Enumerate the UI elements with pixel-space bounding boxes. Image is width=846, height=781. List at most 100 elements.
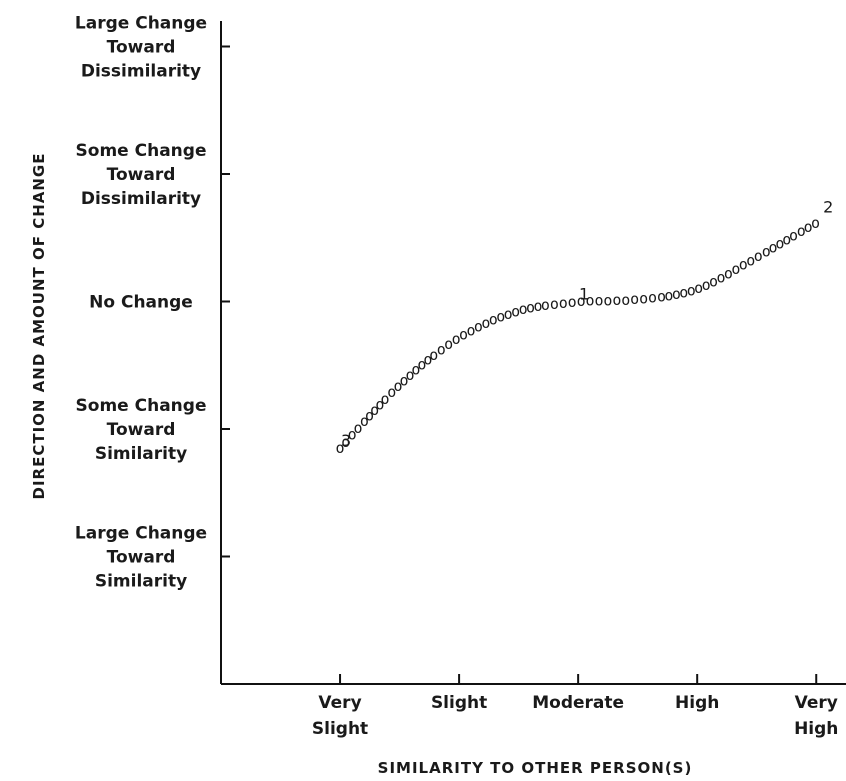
- curve-marker: o: [672, 285, 681, 303]
- curve-marker: o: [612, 291, 621, 309]
- x-tick-label-line: Slight: [312, 719, 368, 739]
- y-tick-label-3: Some Change Toward Similarity: [76, 396, 207, 464]
- curve-marker: o: [739, 256, 748, 274]
- curve-marker: o: [459, 325, 468, 343]
- y-tick-label-line: No Change: [89, 293, 193, 313]
- curve-marker: o: [387, 383, 396, 401]
- curve-marker: o: [657, 287, 666, 305]
- curve-marker: o: [603, 291, 612, 309]
- curve-marker: o: [411, 361, 420, 379]
- y-tick-label-line: Toward: [107, 165, 176, 185]
- curve-marker: o: [586, 292, 595, 310]
- curve-marker: o: [452, 330, 461, 348]
- curve-marker: o: [768, 239, 777, 257]
- curve-point-label: 1: [579, 285, 589, 304]
- curve-marker: o: [526, 298, 535, 316]
- curve-marker: o: [437, 340, 446, 358]
- y-tick-label-line: Toward: [107, 38, 176, 58]
- curve-marker: o: [731, 260, 740, 278]
- curve-marker: o: [375, 395, 384, 413]
- curve-marker: o: [417, 356, 426, 374]
- curve-marker: o: [811, 214, 820, 232]
- y-tick-label-line: Some Change: [76, 396, 207, 416]
- curve-point-label: 3: [341, 431, 351, 450]
- curve-marker: o: [664, 286, 673, 304]
- curve-marker: o: [405, 366, 414, 384]
- curve-marker: o: [541, 296, 550, 314]
- curve-marker: o: [365, 406, 374, 424]
- curve-marker: o: [400, 371, 409, 389]
- curve-marker: o: [504, 305, 513, 323]
- curve-marker: o: [568, 293, 577, 311]
- curve-marker: o: [496, 308, 505, 326]
- x-tick-label-line: Very: [795, 693, 838, 713]
- curve-marker: o: [519, 300, 528, 318]
- curve-marker: o: [370, 401, 379, 419]
- curve-marker: o: [716, 269, 725, 287]
- curve-marker: o: [775, 235, 784, 253]
- curve-point-label: 2: [823, 197, 833, 216]
- curve-marker: o: [782, 231, 791, 249]
- y-tick-label-0: Large Change Toward Dissimilarity: [75, 14, 207, 82]
- curve-marker: o: [336, 439, 345, 457]
- y-tick-label-2: No Change: [89, 293, 193, 313]
- y-tick-label-line: Large Change: [75, 14, 207, 34]
- curve-marker: o: [423, 351, 432, 369]
- y-tick-label-1: Some Change Toward Dissimilarity: [76, 141, 207, 209]
- y-tick-label-line: Similarity: [95, 444, 187, 464]
- curve-marker: o: [621, 291, 630, 309]
- curve-marker: o: [444, 335, 453, 353]
- curve-marker: o: [594, 291, 603, 309]
- curve-marker: o: [702, 276, 711, 294]
- x-tick-label-3: High: [675, 693, 719, 713]
- x-tick-label-2: Moderate: [532, 693, 624, 713]
- x-tick-label-line: High: [675, 693, 719, 713]
- curve-marker: o: [797, 222, 806, 240]
- curve-marker: o: [639, 289, 648, 307]
- x-tick-label-4: Very High: [794, 693, 838, 739]
- x-tick-label-line: High: [794, 719, 838, 739]
- curve-marker: o: [679, 284, 688, 302]
- curve-marker: o: [474, 317, 483, 335]
- y-tick-label-line: Dissimilarity: [81, 62, 201, 82]
- y-axis-title: DIRECTION AND AMOUNT OF CHANGE: [30, 153, 48, 500]
- curve-marker: o: [754, 247, 763, 265]
- curve-marker: o: [724, 264, 733, 282]
- curve-marker: o: [550, 295, 559, 313]
- x-tick-label-line: Slight: [431, 693, 487, 713]
- curve-marker: o: [489, 310, 498, 328]
- y-tick-label-line: Toward: [107, 548, 176, 568]
- y-tick-label-line: Dissimilarity: [81, 189, 201, 209]
- curve-marker: o: [709, 273, 718, 291]
- x-ticks: Very Slight Slight Moderate High Very High: [312, 674, 838, 739]
- curve-marker: o: [577, 292, 586, 310]
- curve-marker: o: [648, 288, 657, 306]
- curve-marker: o: [481, 314, 490, 332]
- y-tick-label-line: Toward: [107, 420, 176, 440]
- curve-marker: o: [380, 390, 389, 408]
- curve-marker: o: [466, 321, 475, 339]
- curve-marker: o: [353, 419, 362, 437]
- y-tick-label-line: Some Change: [76, 141, 207, 161]
- curve-marker: o: [789, 227, 798, 245]
- x-axis-title: SIMILARITY TO OTHER PERSON(S): [378, 759, 693, 777]
- curve-marker: o: [360, 412, 369, 430]
- x-tick-label-line: Moderate: [532, 693, 624, 713]
- curve-marker: o: [687, 282, 696, 300]
- curve-marker: o: [630, 290, 639, 308]
- y-tick-label-4: Large Change Toward Similarity: [75, 524, 207, 592]
- curve-marker: o: [746, 251, 755, 269]
- curve-marker: o: [559, 294, 568, 312]
- y-tick-label-line: Similarity: [95, 572, 187, 592]
- curve-marker: o: [533, 297, 542, 315]
- curve-marker: o: [762, 243, 771, 261]
- curve-marker: o: [348, 426, 357, 444]
- curve-marker: o: [429, 346, 438, 364]
- y-tick-label-line: Large Change: [75, 524, 207, 544]
- curve-marker: o: [511, 302, 520, 320]
- curve-marker: o: [694, 279, 703, 297]
- curve-marker: o: [341, 433, 350, 451]
- curve-marker: o: [394, 377, 403, 395]
